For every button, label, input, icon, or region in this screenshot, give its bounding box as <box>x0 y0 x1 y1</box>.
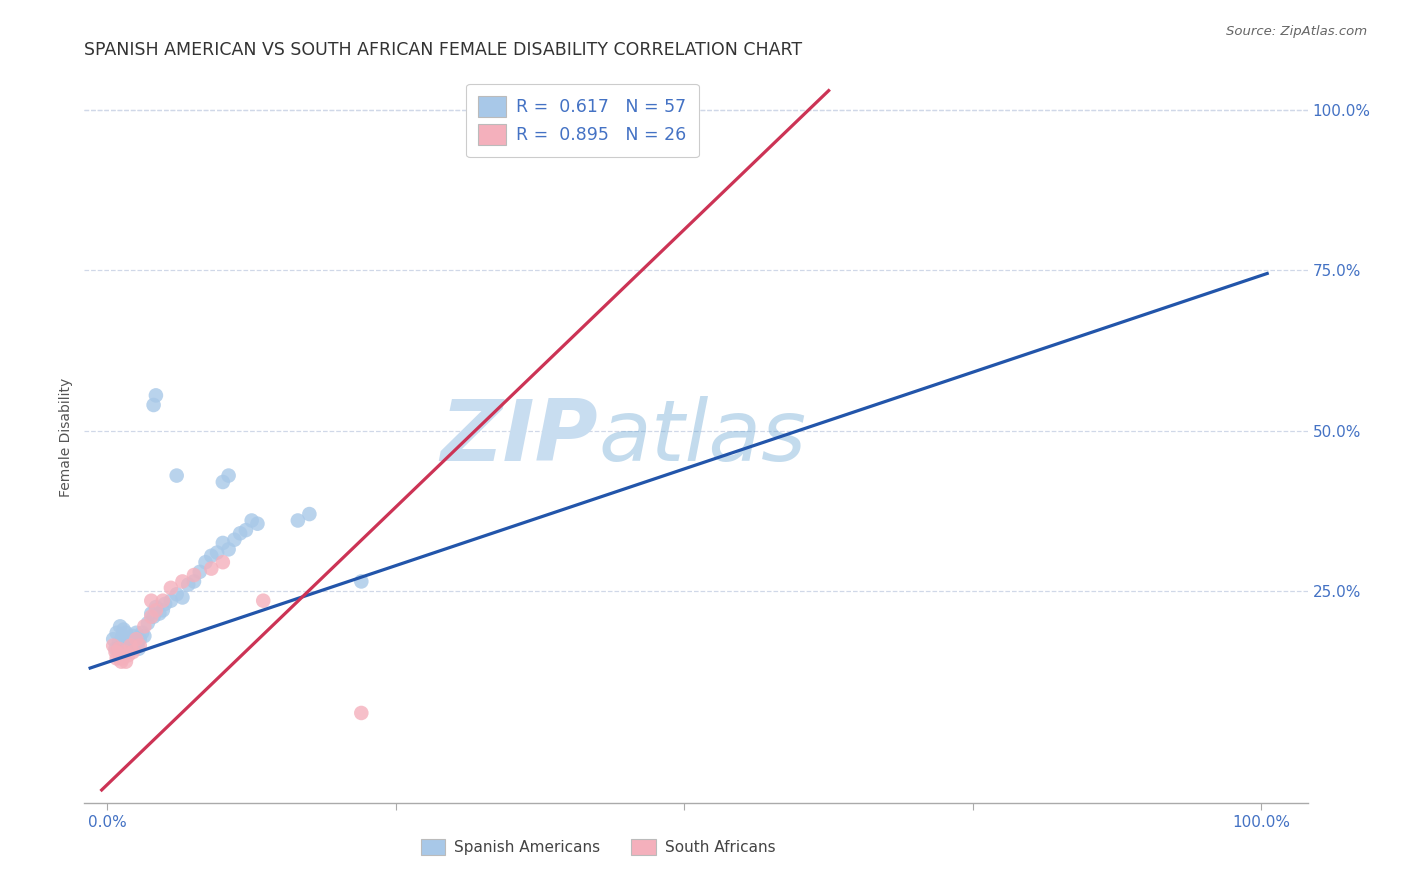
Point <box>142 398 165 412</box>
Point <box>108 641 131 656</box>
Point <box>125 632 148 647</box>
Point <box>172 574 194 589</box>
Point <box>110 639 132 653</box>
Point <box>112 623 135 637</box>
Point <box>287 514 309 528</box>
Point <box>131 625 153 640</box>
Point <box>350 706 373 720</box>
Point <box>103 632 125 647</box>
Point <box>188 565 211 579</box>
Point <box>108 619 131 633</box>
Point <box>224 533 246 547</box>
Point <box>121 629 143 643</box>
Point <box>103 639 125 653</box>
Point <box>111 651 134 665</box>
Point <box>205 545 228 559</box>
Point <box>120 639 142 653</box>
Text: Source: ZipAtlas.com: Source: ZipAtlas.com <box>1226 25 1367 38</box>
Point <box>160 593 183 607</box>
Point <box>134 629 156 643</box>
Point <box>211 555 233 569</box>
Point <box>200 561 222 575</box>
Point <box>128 641 150 656</box>
Point <box>128 632 150 647</box>
Point <box>200 549 222 563</box>
Point <box>211 536 233 550</box>
Point <box>172 591 194 605</box>
Point <box>118 639 141 653</box>
Point <box>240 514 263 528</box>
Point <box>152 593 174 607</box>
Point <box>145 603 167 617</box>
Point <box>115 625 138 640</box>
Point <box>124 632 146 647</box>
Point <box>117 635 139 649</box>
Point <box>235 523 257 537</box>
Point <box>134 619 156 633</box>
Text: atlas: atlas <box>598 395 806 479</box>
Point <box>104 645 127 659</box>
Point <box>148 607 170 621</box>
Point <box>125 625 148 640</box>
Point <box>183 574 205 589</box>
Text: ZIP: ZIP <box>440 395 598 479</box>
Point <box>350 574 373 589</box>
Point <box>120 632 142 647</box>
Point <box>166 587 188 601</box>
Point <box>252 593 274 607</box>
Point <box>121 645 143 659</box>
Point <box>114 645 136 659</box>
Point <box>115 632 138 647</box>
Point <box>218 468 240 483</box>
Point <box>298 507 321 521</box>
Legend: Spanish Americans, South Africans: Spanish Americans, South Africans <box>415 833 782 861</box>
Point <box>229 526 252 541</box>
Point <box>166 468 188 483</box>
Point <box>141 593 163 607</box>
Text: SPANISH AMERICAN VS SOUTH AFRICAN FEMALE DISABILITY CORRELATION CHART: SPANISH AMERICAN VS SOUTH AFRICAN FEMALE… <box>84 41 803 59</box>
Point <box>160 581 183 595</box>
Point <box>194 555 217 569</box>
Point <box>122 639 145 653</box>
Point <box>183 568 205 582</box>
Point <box>153 597 176 611</box>
Point <box>177 577 200 591</box>
Point <box>121 635 143 649</box>
Point <box>104 641 127 656</box>
Point <box>110 655 132 669</box>
Point <box>145 388 167 402</box>
Point <box>108 635 131 649</box>
Point <box>117 648 139 663</box>
Point <box>141 609 163 624</box>
Point <box>218 542 240 557</box>
Point <box>141 607 163 621</box>
Point <box>128 639 150 653</box>
Point <box>105 651 128 665</box>
Point <box>136 616 159 631</box>
Y-axis label: Female Disability: Female Disability <box>59 377 73 497</box>
Point <box>127 635 149 649</box>
Point <box>142 609 165 624</box>
Point <box>108 648 131 663</box>
Point <box>105 625 128 640</box>
Point <box>211 475 233 489</box>
Point <box>115 655 138 669</box>
Point <box>152 603 174 617</box>
Point <box>145 600 167 615</box>
Point <box>114 632 136 647</box>
Point <box>111 629 134 643</box>
Point <box>246 516 269 531</box>
